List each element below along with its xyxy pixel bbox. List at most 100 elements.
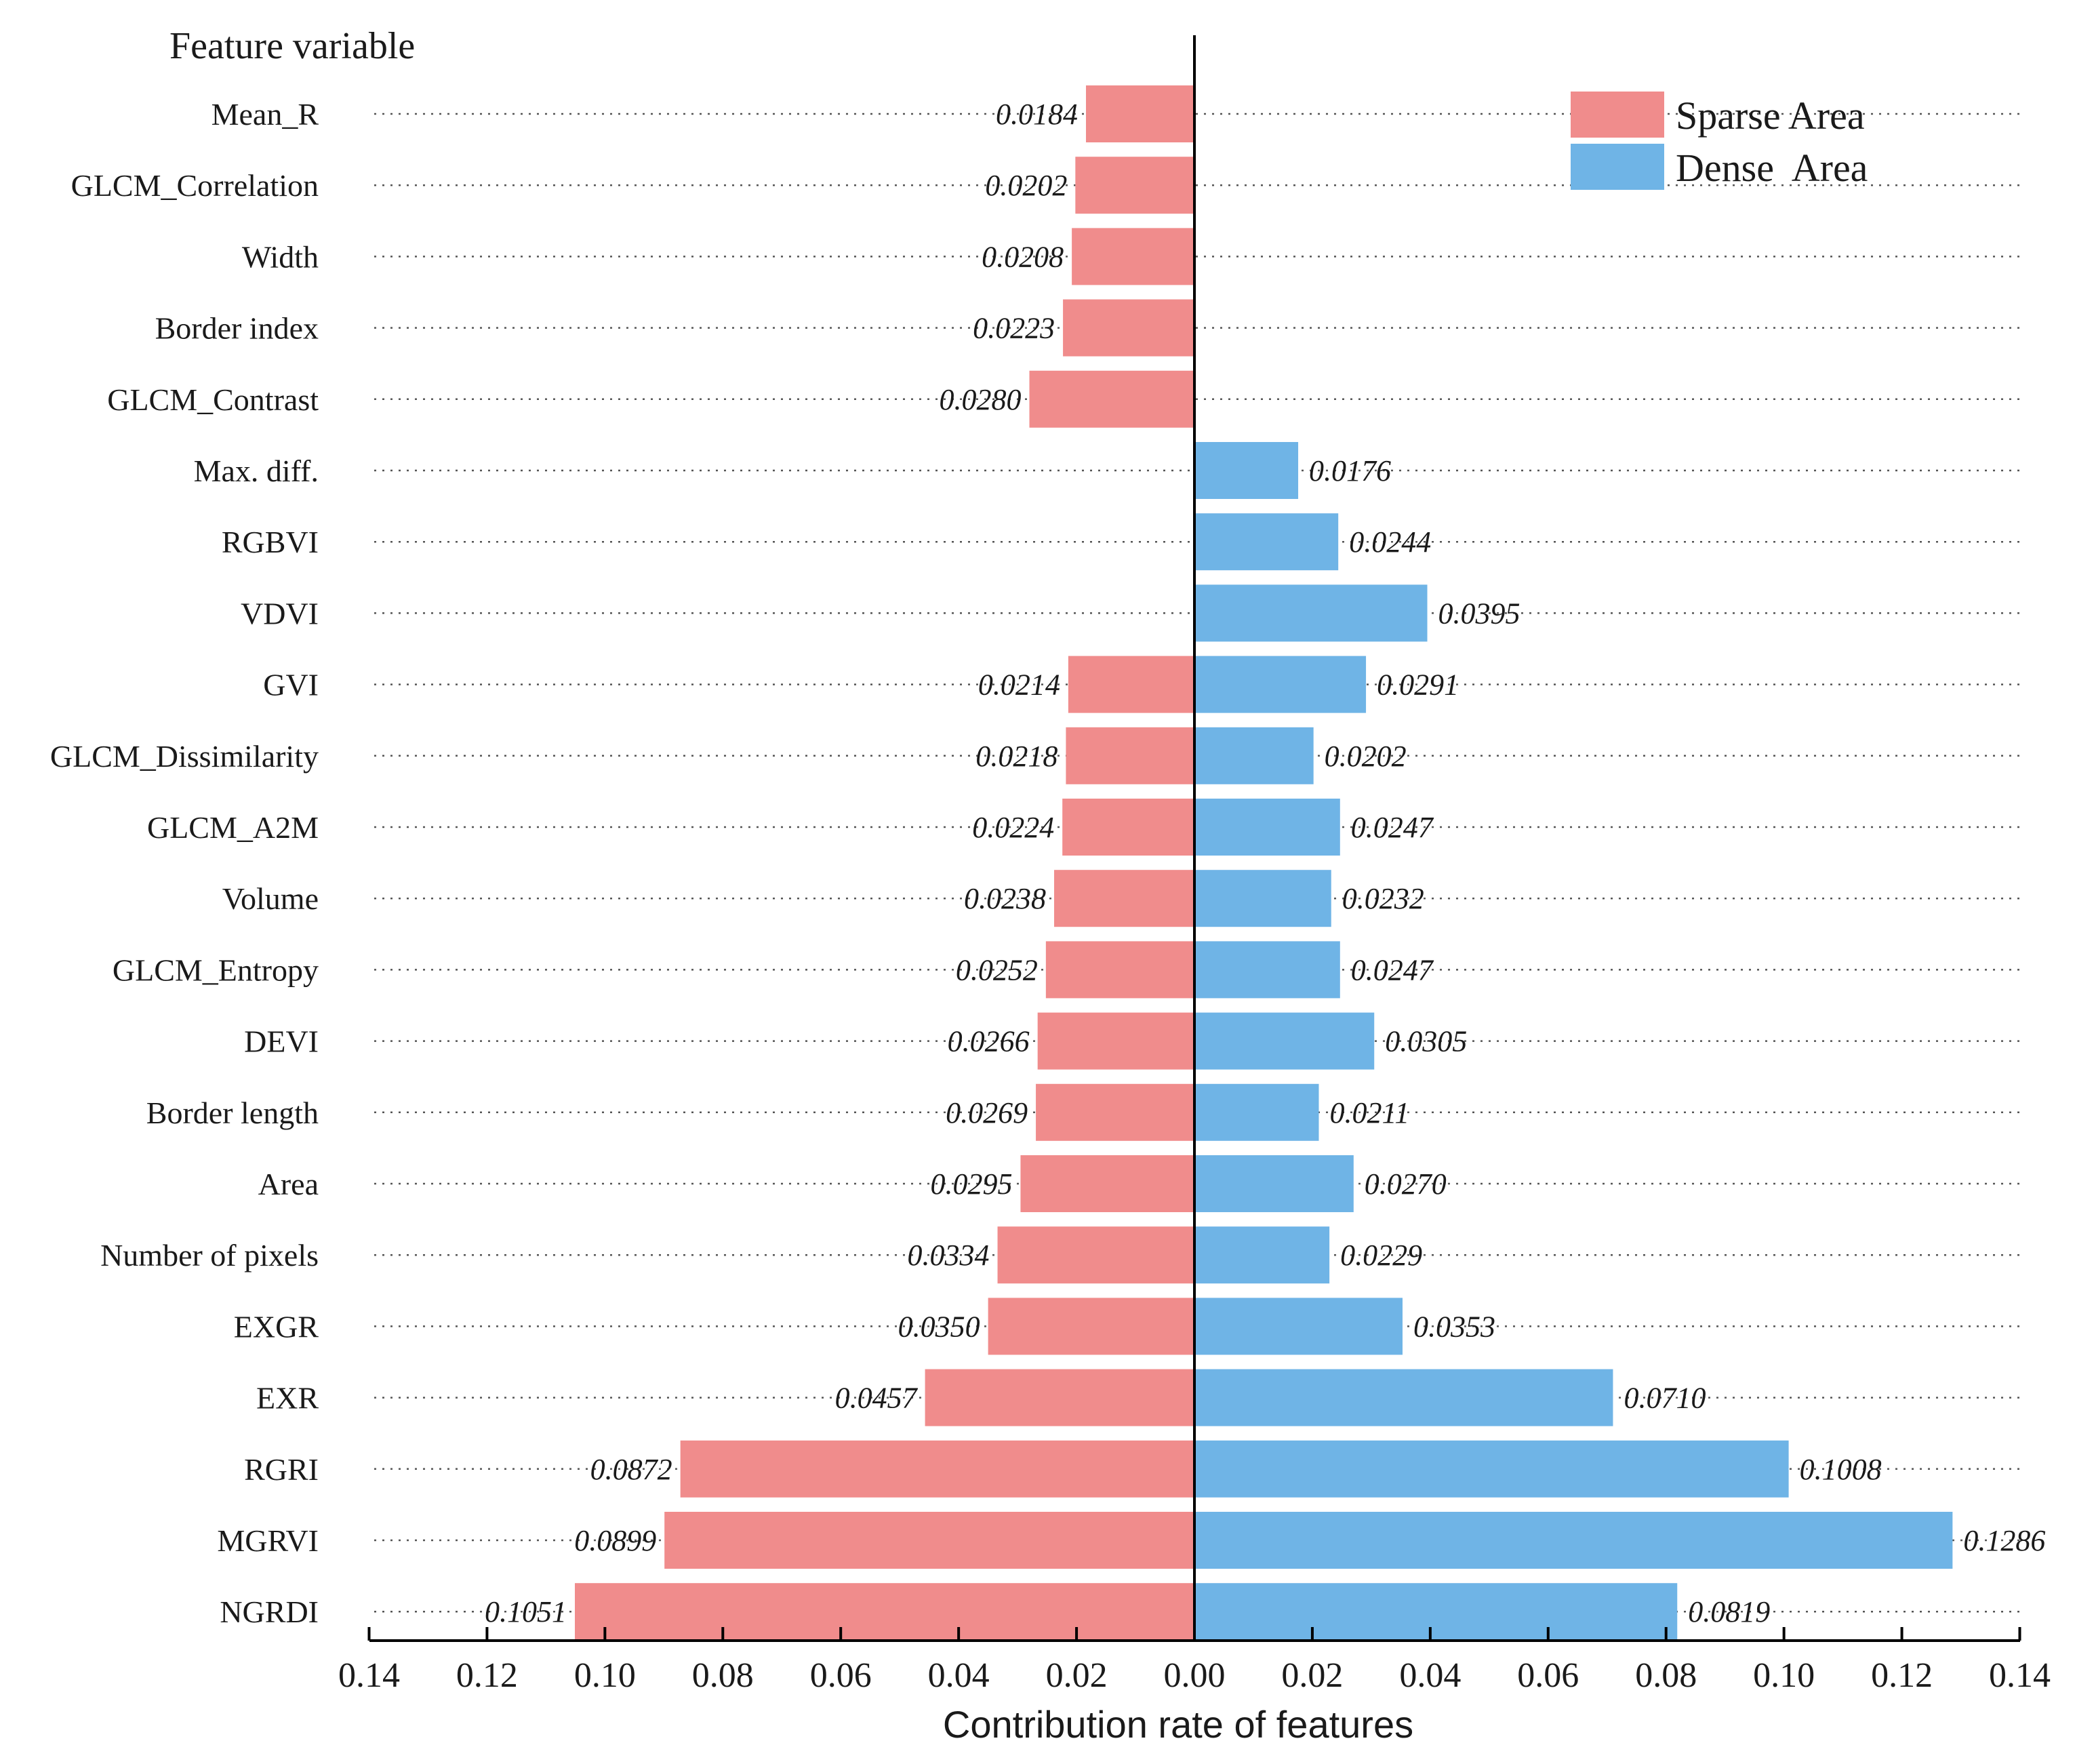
data-label-dense: 0.0710 [1624,1382,1706,1415]
y-axis-title: Feature variable [169,25,415,67]
data-label-sparse: 0.0457 [835,1382,919,1415]
category-label: Area [258,1167,319,1201]
x-tick-label: 0.02 [1281,1656,1343,1695]
bar-sparse [575,1583,1194,1641]
bar-sparse [1054,870,1194,927]
bar-sparse [1029,370,1194,428]
data-label-dense: 0.0211 [1329,1096,1409,1129]
data-label-dense: 0.0247 [1351,811,1434,844]
category-label: GLCM_Contrast [107,382,319,417]
bar-sparse [925,1369,1194,1426]
bar-sparse [997,1226,1194,1284]
bar-dense [1194,656,1367,713]
category-label: Border index [155,311,319,346]
bar-sparse [1062,799,1194,856]
bar-dense [1194,1083,1319,1141]
bar-sparse [988,1298,1194,1355]
data-label-dense: 0.0353 [1413,1310,1495,1343]
bar-dense [1194,1369,1613,1426]
category-label: EXR [256,1381,319,1416]
category-labels: Mean_R GLCM_Correlation Width Border index G… [50,97,319,1629]
category-label: GLCM_Correlation [71,168,319,203]
data-label-sparse: 0.0334 [908,1239,990,1272]
bar-dense [1194,513,1339,571]
data-label-dense: 0.1008 [1800,1453,1882,1486]
category-label: RGRI [244,1452,319,1487]
value-labels: 0.0184 0.0202 0.0208 0.0223 0.0280 0.0214 0.02… [485,98,2045,1628]
x-tick-label: 0.12 [1871,1656,1933,1695]
bar-sparse [1072,228,1194,285]
data-label-sparse: 0.0269 [946,1096,1028,1129]
x-tick-label: 0.06 [1517,1656,1579,1695]
x-tick-label: 0.08 [1635,1656,1697,1695]
data-label-sparse: 0.0184 [996,98,1078,131]
data-label-dense: 0.1286 [1963,1524,2045,1557]
x-tick-label: 0.00 [1164,1656,1226,1695]
category-label: NGRDI [220,1595,319,1629]
bar-sparse [1068,656,1194,713]
bar-sparse [1075,157,1194,214]
data-label-sparse: 0.1051 [485,1595,567,1628]
bar-sparse [680,1440,1194,1498]
category-label: Volume [222,881,319,916]
data-label-dense: 0.0305 [1385,1025,1467,1058]
bar-dense [1194,941,1340,999]
data-label-dense: 0.0202 [1325,740,1407,773]
bar-sparse [1037,1012,1194,1070]
bar-dense [1194,584,1428,642]
legend-label-dense: Dense Area [1676,146,1868,190]
bar-sparse [1020,1155,1194,1212]
x-tick-label: 0.12 [456,1656,518,1695]
data-label-dense: 0.0395 [1438,597,1520,630]
category-label: Width [242,239,319,274]
bar-sparse [1066,727,1194,784]
bar-dense [1194,799,1340,856]
bar-dense [1194,1012,1375,1070]
bar-sparse [664,1512,1194,1569]
bar-dense [1194,1583,1678,1641]
category-label: GLCM_Entropy [113,953,319,987]
bar-dense [1194,870,1331,927]
data-label-sparse: 0.0208 [982,240,1064,273]
x-tick-label: 0.14 [338,1656,400,1695]
category-label: RGBVI [222,525,319,559]
category-label: Border length [146,1096,319,1130]
data-label-sparse: 0.0202 [985,169,1067,202]
data-label-dense: 0.0229 [1340,1239,1422,1272]
bar-dense [1194,1226,1330,1284]
data-label-dense: 0.0247 [1351,953,1434,986]
data-label-dense: 0.0176 [1309,454,1391,487]
category-label: Mean_R [211,97,319,132]
data-label-dense: 0.0270 [1365,1167,1447,1201]
bar-sparse [1063,299,1194,357]
x-tick-label: 0.08 [692,1656,754,1695]
category-label: Number of pixels [100,1238,319,1272]
data-label-dense: 0.0232 [1342,882,1424,915]
data-label-dense: 0.0819 [1688,1595,1770,1628]
category-label: GLCM_A2M [147,810,319,845]
bar-dense [1194,727,1314,784]
data-label-sparse: 0.0214 [978,668,1060,702]
bar-dense [1194,1155,1354,1212]
data-label-sparse: 0.0899 [574,1524,656,1557]
data-label-sparse: 0.0218 [975,740,1057,773]
bar-dense [1194,1440,1789,1498]
legend-swatch-dense [1571,144,1664,190]
legend-swatch-sparse [1571,92,1664,138]
data-label-sparse: 0.0238 [964,882,1046,915]
x-tick-label: 0.06 [810,1656,872,1695]
bars [575,85,1953,1641]
legend-label-sparse: Sparse Area [1676,94,1865,138]
data-label-sparse: 0.0350 [898,1310,980,1343]
x-tick-label: 0.10 [574,1656,636,1695]
x-axis: 0.14 0.12 0.10 0.08 0.06 0.04 0.02 0.00 0.02 0.04… [338,1627,2051,1695]
category-label: MGRVI [217,1523,319,1558]
x-tick-label: 0.02 [1046,1656,1108,1695]
data-label-sparse: 0.0266 [948,1025,1030,1058]
category-label: EXGR [234,1309,319,1344]
bar-sparse [1045,941,1194,999]
bar-dense [1194,1298,1403,1355]
category-label: GLCM_Dissimilarity [50,739,319,774]
data-label-sparse: 0.0295 [930,1167,1012,1201]
x-tick-label: 0.04 [1399,1656,1461,1695]
